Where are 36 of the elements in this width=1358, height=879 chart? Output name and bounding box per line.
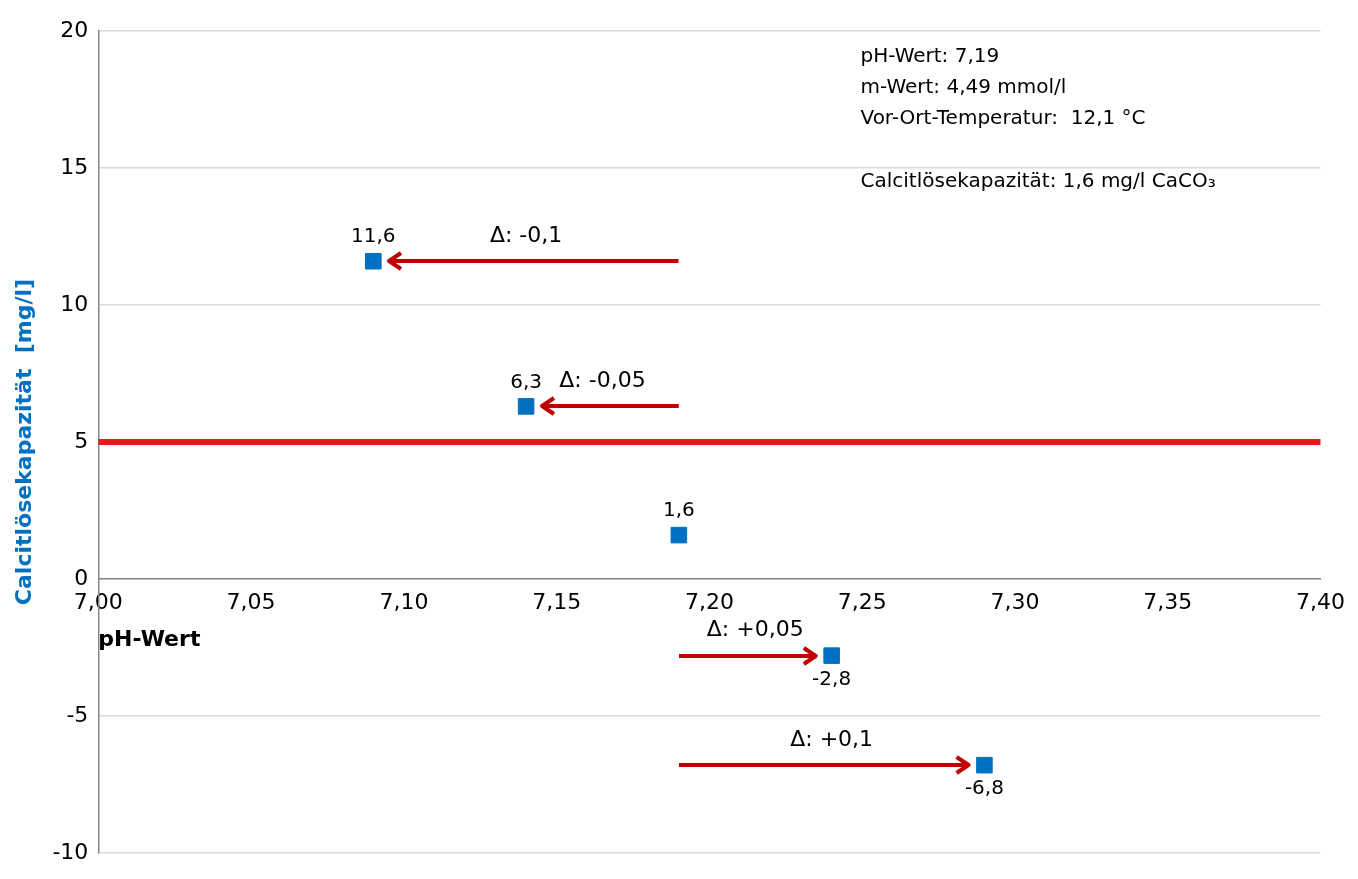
x-tick-label: 7,10 xyxy=(379,588,429,614)
data-label: -6,8 xyxy=(964,775,1004,800)
data-label: 1,6 xyxy=(662,497,695,522)
y-tick-label: -10 xyxy=(52,838,89,864)
x-tick-label: 7,15 xyxy=(532,588,582,614)
x-tick-label: 7,30 xyxy=(990,588,1040,614)
x-tick-label: 7,00 xyxy=(73,588,123,614)
x-tick-label: 7,25 xyxy=(837,588,887,614)
data-label: 11,6 xyxy=(351,223,396,248)
y-tick-label: 0 xyxy=(74,564,89,590)
x-axis-title: pH-Wert xyxy=(98,626,201,652)
annotation: Calcitlösekapazität: 1,6 mg/l CaCO₃ xyxy=(860,168,1216,193)
annotation: Δ: -0,1 xyxy=(489,221,563,247)
point xyxy=(976,756,993,774)
x-tick-label: 7,40 xyxy=(1296,588,1345,614)
data-label: -2,8 xyxy=(812,665,852,690)
annotation: m-Wert: 4,49 mmol/l xyxy=(860,74,1067,99)
y-tick-label: -5 xyxy=(66,701,89,727)
annotation: Δ: +0,1 xyxy=(790,725,874,751)
annotation: pH-Wert: 7,19 xyxy=(860,43,1000,68)
x-tick-label: 7,35 xyxy=(1143,588,1193,614)
y-tick-label: 15 xyxy=(60,153,89,179)
annotation: Δ: +0,05 xyxy=(706,616,804,642)
x-tick-label: 7,20 xyxy=(684,588,734,614)
y-tick-label: 10 xyxy=(60,290,89,316)
point xyxy=(670,526,688,544)
annotation: Δ: -0,05 xyxy=(559,367,646,393)
point xyxy=(365,252,382,270)
y-tick-label: 20 xyxy=(60,16,89,42)
data-label: 6,3 xyxy=(510,368,542,393)
annotation: Vor-Ort-Temperatur: 12,1 °C xyxy=(860,105,1146,130)
point xyxy=(823,647,840,664)
y-axis-title: Calcitlösekapazität [mg/l] xyxy=(10,278,36,606)
x-tick-label: 7,05 xyxy=(226,588,276,614)
y-tick-label: 5 xyxy=(74,427,89,453)
point xyxy=(517,398,535,415)
